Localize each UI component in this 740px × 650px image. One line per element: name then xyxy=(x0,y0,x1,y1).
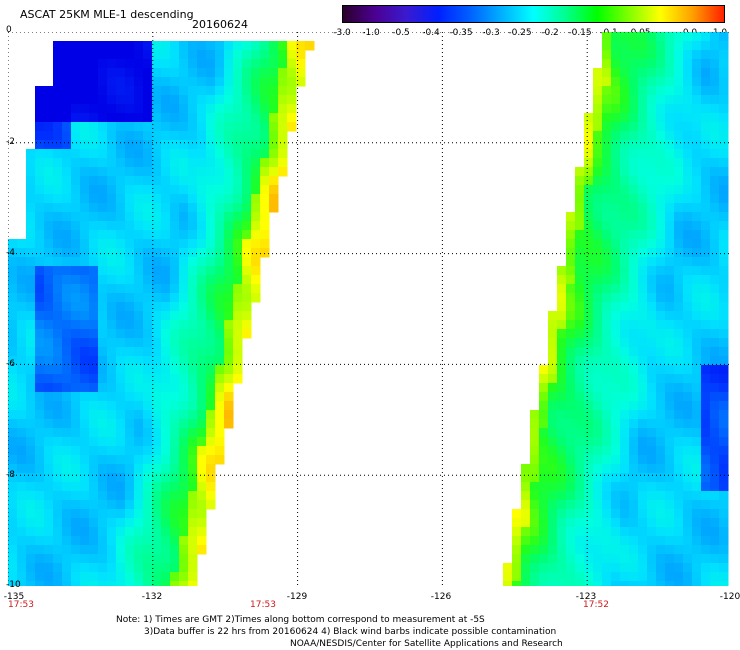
colorbar-tick-label: -0.15 xyxy=(568,28,592,38)
note-line-3: NOAA/NESDIS/Center for Satellite Applica… xyxy=(290,639,563,649)
time-label: 17:53 xyxy=(250,600,276,610)
note-line-1: Note: 1) Times are GMT 2)Times along bot… xyxy=(116,615,485,625)
colorbar-gradient xyxy=(343,6,724,22)
x-tick-label: -132 xyxy=(141,592,163,602)
x-tick-label: -123 xyxy=(575,592,597,602)
grid-lines xyxy=(8,32,732,586)
colorbar-tick-label: -0.2 xyxy=(541,28,559,38)
x-tick-label: -129 xyxy=(286,592,308,602)
time-label: 17:52 xyxy=(583,600,609,610)
note-line-2: 3)Data buffer is 22 hrs from 20160624 4)… xyxy=(144,627,557,637)
x-tick-label: -120 xyxy=(719,592,740,602)
colorbar-tick-label: -0.5 xyxy=(392,28,410,38)
colorbar-tick-label: -1.0 xyxy=(362,28,380,38)
x-tick-label: -135 xyxy=(3,592,25,602)
y-tick-label: 0 xyxy=(6,25,12,35)
colorbar-tick-label: -3.0 xyxy=(333,28,351,38)
y-tick-label: -10 xyxy=(6,580,21,590)
colorbar-tick-label: -0.4 xyxy=(422,28,440,38)
colorbar-tick-label: -0.35 xyxy=(449,28,473,38)
time-label: 17:53 xyxy=(8,600,34,610)
map-title: ASCAT 25KM MLE-1 descending xyxy=(20,8,194,21)
y-tick-label: -2 xyxy=(6,137,15,147)
map-date: 20160624 xyxy=(192,18,248,31)
y-tick-label: -6 xyxy=(6,359,15,369)
y-tick-label: -8 xyxy=(6,470,15,480)
y-tick-label: -4 xyxy=(6,248,15,258)
colorbar-tick-label: -0.3 xyxy=(482,28,500,38)
colorbar-tick-label: -0.25 xyxy=(508,28,532,38)
swath-cells xyxy=(8,32,729,586)
swath-map xyxy=(8,32,732,586)
x-tick-label: -126 xyxy=(430,592,452,602)
colorbar xyxy=(342,5,725,23)
